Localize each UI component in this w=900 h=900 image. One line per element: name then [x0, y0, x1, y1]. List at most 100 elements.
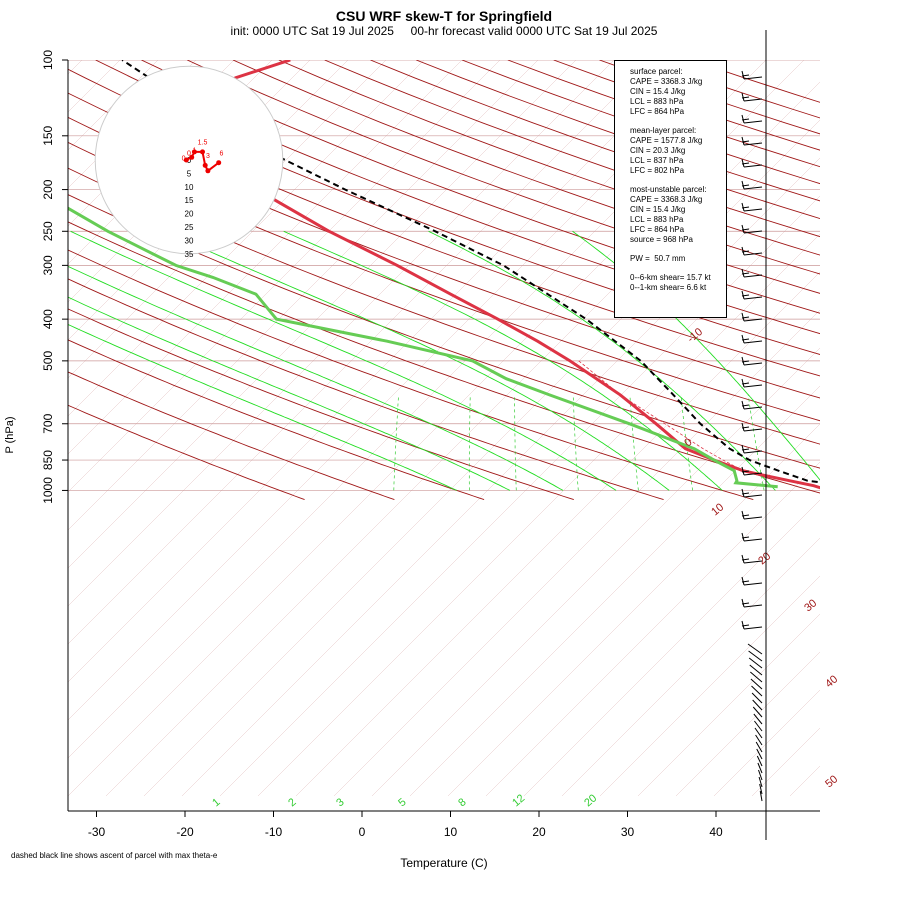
grid-line [68, 60, 691, 683]
wind-barb [741, 158, 745, 168]
hodograph-point [189, 154, 195, 160]
wind-barb [754, 727, 763, 739]
wind-barb [753, 713, 763, 725]
hodograph-ring-label: 25 [185, 223, 194, 232]
wind-barb [748, 650, 763, 662]
grid-line [523, 499, 820, 796]
chart-subtitle: init: 0000 UTC Sat 19 Jul 2025 00-hr for… [230, 24, 658, 38]
wind-barb [741, 70, 745, 80]
x-tick-label: 20 [532, 825, 546, 839]
wind-barb [743, 318, 763, 322]
grid-line [68, 60, 197, 189]
mixing-ratio-label: 20 [582, 792, 599, 809]
wind-barb [747, 643, 763, 655]
wind-barb [741, 224, 745, 234]
dry-adiabat [278, 60, 820, 256]
grid-line [68, 60, 501, 493]
moist-adiabat [68, 323, 457, 491]
hodograph-ring-label: 20 [185, 210, 194, 219]
wind-barb [755, 741, 763, 753]
wind-barb [743, 472, 763, 476]
hodograph-point [205, 168, 211, 174]
mixing-ratio-line [629, 394, 639, 491]
wind-barb [741, 268, 745, 278]
parcel-info-box: surface parcel: CAPE = 3368.3 J/kg CIN =… [614, 60, 727, 318]
isotherm-label: 10 [709, 501, 726, 518]
wind-barb [743, 120, 763, 124]
grid-line [68, 60, 653, 645]
wind-barb [741, 140, 750, 143]
wind-barb [743, 494, 763, 498]
wind-barb [755, 734, 763, 746]
y-tick-label: 300 [41, 255, 55, 275]
y-tick-label: 700 [41, 413, 55, 433]
wind-barb [743, 208, 763, 212]
wind-barb [741, 624, 750, 627]
mixing-ratio-label: 3 [334, 796, 346, 809]
info-line: CAPE = 3368.3 J/kg [630, 195, 703, 204]
shear-block: 0--6-km shear= 15.7 kt 0--1-km shear= 6.… [630, 273, 726, 293]
grid-line [866, 60, 900, 796]
mixing-ratio-label: 5 [396, 796, 408, 809]
wind-barb [741, 602, 750, 605]
wind-barb [752, 706, 763, 718]
y-tick-label: 150 [41, 125, 55, 145]
wind-barb [743, 98, 763, 102]
wind-barb [741, 334, 745, 344]
wind-barb [741, 514, 750, 517]
wind-barb [743, 296, 763, 300]
wind-barb [751, 692, 763, 704]
wind-barb [758, 769, 763, 781]
wind-barb [741, 202, 745, 212]
dry-adiabat [324, 60, 820, 238]
wind-barb [741, 180, 745, 190]
mixing-ratio-label: 1 [210, 796, 222, 809]
grid-line [68, 60, 577, 569]
wind-barb [741, 580, 750, 583]
mean-layer-parcel-block: mean-layer parcel: CAPE = 1577.8 J/kg CI… [630, 126, 726, 176]
mixing-ratio-line [393, 394, 399, 491]
hodograph-ring-label: 0 [187, 156, 192, 165]
isotherm-label: 30 [802, 597, 819, 614]
wind-barb [752, 699, 763, 711]
info-line: LCL = 883 hPa [630, 97, 684, 106]
footnote: dashed black line shows ascent of parcel… [11, 851, 218, 860]
mixing-ratio-label: 8 [456, 796, 468, 809]
info-line: CIN = 15.4 J/kg [630, 87, 686, 96]
info-line: LFC = 864 hPa [630, 225, 685, 234]
sounding-profile-2 [68, 206, 778, 489]
wind-barb [741, 536, 750, 539]
wind-barb [743, 516, 763, 520]
grid-line [828, 60, 900, 796]
precipitable-water-block: PW = 50.7 mm [630, 254, 726, 264]
grid-line [68, 60, 539, 531]
wind-barb [741, 246, 745, 256]
info-line: LFC = 864 hPa [630, 107, 685, 116]
isotherm-label: 40 [823, 673, 840, 690]
hodograph-point [191, 149, 197, 155]
wind-barb [748, 657, 763, 669]
mixing-ratio-line [572, 394, 579, 491]
hodograph-ring-label: 5 [187, 169, 192, 178]
x-axis-label: Temperature (C) [400, 856, 487, 870]
grid-line [143, 119, 820, 796]
x-tick-label: 40 [709, 825, 723, 839]
wind-barb [741, 554, 745, 564]
wind-barb [743, 560, 763, 564]
surface-parcel-block: surface parcel: CAPE = 3368.3 J/kg CIN =… [630, 67, 726, 117]
info-line: most-unstable parcel: [630, 185, 707, 194]
wind-barb [743, 362, 763, 366]
info-line: LCL = 837 hPa [630, 156, 684, 165]
wind-barb [741, 558, 750, 561]
wind-barb [743, 164, 763, 168]
dry-adiabat [141, 60, 820, 314]
grid-line [219, 195, 820, 796]
wind-barb [759, 783, 763, 795]
y-tick-label: 500 [41, 351, 55, 371]
wind-barb [743, 604, 763, 608]
wind-barb [741, 532, 745, 542]
wind-barb [741, 488, 745, 498]
info-line: mean-layer parcel: [630, 126, 697, 135]
hodograph-ring-label: 15 [185, 196, 194, 205]
